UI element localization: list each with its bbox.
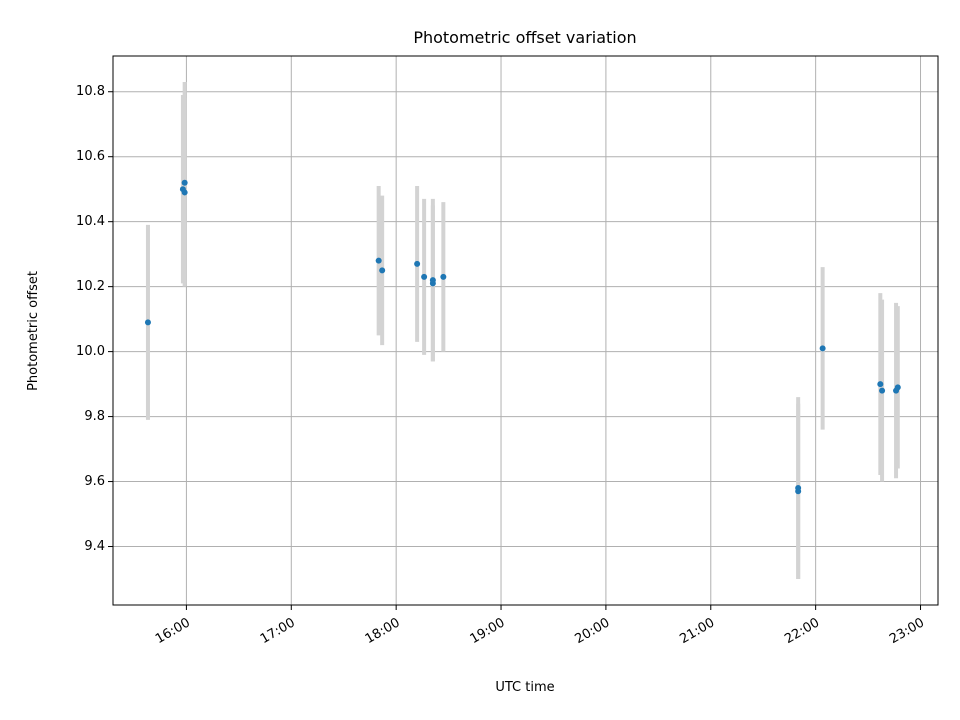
data-point (375, 257, 382, 264)
y-tick-label: 10.0 (76, 344, 105, 359)
y-tick-label: 10.4 (76, 214, 105, 229)
y-tick-label: 9.6 (84, 474, 105, 489)
y-tick-label: 9.4 (84, 539, 105, 554)
grid (113, 56, 938, 605)
data-point (877, 381, 884, 388)
data-point (414, 260, 421, 267)
chart-title: Photometric offset variation (413, 28, 636, 47)
data-point (429, 277, 436, 284)
data-point (440, 273, 447, 280)
y-tick-label: 10.6 (76, 149, 105, 164)
data-point (181, 189, 188, 196)
y-tick-label: 10.8 (76, 84, 105, 99)
data-point (181, 179, 188, 186)
data-point (795, 485, 802, 492)
y-axis-label: Photometric offset (26, 271, 41, 391)
data-point (819, 345, 826, 352)
y-axis: 9.4 9.6 9.8 10.0 10.2 10.4 10.6 10.8 (76, 84, 113, 554)
plot-frame (112, 55, 939, 606)
data-point (144, 319, 151, 326)
y-tick-label: 9.8 (84, 409, 105, 424)
y-tick-label: 10.2 (76, 279, 105, 294)
data-point (879, 387, 886, 394)
data-point (894, 384, 901, 391)
x-axis-label: UTC time (495, 680, 554, 695)
data-point (379, 267, 386, 274)
data-point (421, 273, 428, 280)
data-points (144, 179, 901, 495)
